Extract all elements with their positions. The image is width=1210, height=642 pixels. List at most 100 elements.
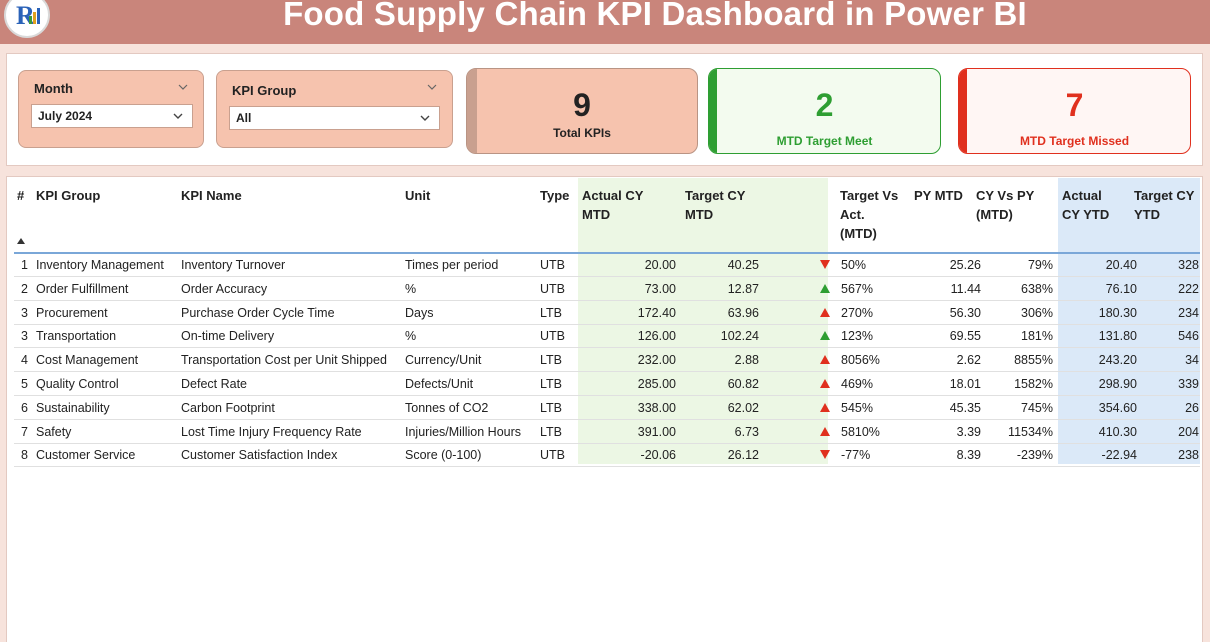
cell-unit: Times per period bbox=[405, 258, 499, 272]
chevron-down-icon[interactable] bbox=[419, 112, 431, 124]
cell-num: 8 bbox=[21, 448, 28, 463]
cell-type: UTB bbox=[540, 281, 565, 296]
col-header-py-mtd[interactable]: PY MTD bbox=[914, 188, 963, 203]
cell-py-mtd: 8.39 bbox=[956, 448, 981, 463]
cell-unit: Tonnes of CO2 bbox=[405, 400, 489, 415]
cell-kpi-group: Order Fulfillment bbox=[36, 281, 129, 296]
cell-actual-cy-mtd: 172.40 bbox=[637, 305, 676, 320]
cell-target-cy-mtd: 60.82 bbox=[727, 377, 759, 391]
status-up-arrow-icon bbox=[820, 307, 830, 317]
mtd-target-meet-value: 2 bbox=[815, 87, 834, 123]
month-slicer[interactable]: Month July 2024 bbox=[18, 70, 204, 148]
cell-kpi-name: Defect Rate bbox=[181, 377, 248, 391]
cell-kpi-name: Lost Time Injury Frequency Rate bbox=[181, 424, 362, 439]
cell-actual-cy-ytd: 410.30 bbox=[1098, 424, 1137, 439]
cell-target-cy-mtd: 40.25 bbox=[727, 258, 759, 272]
mtd-target-meet-caption: MTD Target Meet bbox=[776, 134, 873, 148]
cell-target-vs-act: 5810% bbox=[841, 424, 880, 439]
table-row[interactable]: 4 Cost Management Transportation Cost per … bbox=[14, 348, 1200, 373]
col-header-actual-cy-ytd[interactable]: Actual CY YTD bbox=[1062, 188, 1110, 222]
cell-kpi-group: Quality Control bbox=[36, 377, 119, 391]
cell-py-mtd: 3.39 bbox=[956, 424, 981, 439]
cell-type: LTB bbox=[540, 400, 562, 415]
table-row[interactable]: 5 Quality Control Defect Rate Defects/Unit L… bbox=[14, 372, 1200, 396]
cell-actual-cy-mtd: 73.00 bbox=[644, 281, 676, 296]
cell-actual-cy-ytd: 354.60 bbox=[1098, 400, 1137, 415]
cell-unit: Score (0-100) bbox=[405, 448, 482, 463]
mtd-target-meet-card: 2 MTD Target Meet bbox=[708, 68, 941, 154]
mtd-target-missed-caption: MTD Target Missed bbox=[1019, 134, 1130, 148]
col-header-target-cy-ytd[interactable]: Target CY YTD bbox=[1134, 188, 1195, 222]
cell-actual-cy-ytd: -22.94 bbox=[1101, 448, 1137, 463]
chevron-down-icon[interactable] bbox=[172, 110, 184, 122]
cell-target-vs-act: 50% bbox=[841, 258, 867, 272]
col-header-num[interactable]: # bbox=[17, 188, 25, 203]
col-header-kpi-name[interactable]: KPI Name bbox=[181, 188, 242, 203]
cell-target-cy-mtd: 26.12 bbox=[727, 448, 759, 463]
cell-target-cy-ytd: 234 bbox=[1178, 305, 1199, 320]
cell-actual-cy-ytd: 20.40 bbox=[1105, 258, 1137, 272]
col-header-target-vs-act[interactable]: Target Vs Act. (MTD) bbox=[840, 188, 899, 241]
cell-kpi-group: Transportation bbox=[36, 329, 117, 344]
cell-cy-vs-py: 8855% bbox=[1014, 353, 1053, 368]
status-down-arrow-icon bbox=[820, 260, 830, 269]
cell-type: LTB bbox=[540, 353, 562, 368]
cell-target-cy-mtd: 12.87 bbox=[727, 281, 759, 296]
col-header-actual-cy-mtd[interactable]: Actual CY MTD bbox=[582, 188, 644, 222]
cell-py-mtd: 2.62 bbox=[956, 353, 981, 368]
cell-actual-cy-ytd: 180.30 bbox=[1098, 305, 1137, 320]
cell-py-mtd: 18.01 bbox=[949, 377, 981, 391]
status-up-arrow-icon bbox=[820, 426, 830, 436]
cell-cy-vs-py: 79% bbox=[1027, 258, 1053, 272]
ytd-column-band bbox=[1058, 178, 1200, 464]
cell-target-vs-act: 469% bbox=[841, 377, 873, 391]
col-header-target-cy-mtd[interactable]: Target CY MTD bbox=[685, 188, 746, 222]
chevron-down-icon[interactable] bbox=[426, 81, 438, 93]
cell-target-cy-ytd: 238 bbox=[1178, 448, 1199, 463]
cell-type: UTB bbox=[540, 448, 565, 463]
cell-unit: Days bbox=[405, 305, 434, 320]
month-dropdown[interactable]: July 2024 bbox=[31, 104, 193, 128]
cell-unit: Currency/Unit bbox=[405, 353, 482, 368]
title-bar: R Food Supply Chain KPI Dashboard in Pow… bbox=[0, 0, 1210, 44]
table-row[interactable]: 2 Order Fulfillment Order Accuracy% UTB 73.0… bbox=[14, 277, 1200, 301]
col-header-kpi-group[interactable]: KPI Group bbox=[36, 188, 101, 203]
cell-num: 3 bbox=[21, 329, 28, 344]
cell-target-vs-act: 545% bbox=[841, 400, 873, 415]
sort-ascending-icon[interactable] bbox=[17, 238, 25, 244]
cell-actual-cy-mtd: 285.00 bbox=[637, 377, 676, 391]
table-row[interactable]: 8 Customer Service Customer Satisfaction I… bbox=[14, 443, 1200, 468]
kpi-group-dropdown[interactable]: All bbox=[229, 106, 440, 130]
table-row[interactable]: 6 Sustainability Carbon Footprint Tonnes of… bbox=[14, 396, 1200, 420]
cell-unit: % bbox=[405, 281, 417, 296]
cell-actual-cy-ytd: 76.10 bbox=[1105, 281, 1137, 296]
cell-num: 7 bbox=[21, 424, 28, 439]
col-header-cy-vs-py[interactable]: CY Vs PY (MTD) bbox=[976, 188, 1035, 222]
table-row[interactable]: 3 Transportation On-time Delivery% UTB 126.0… bbox=[14, 324, 1200, 349]
cell-type: UTB bbox=[540, 258, 565, 272]
cell-target-cy-mtd: 2.88 bbox=[734, 353, 759, 368]
cell-cy-vs-py: 1582% bbox=[1014, 377, 1053, 391]
cell-target-vs-act: 270% bbox=[841, 305, 873, 320]
cell-unit: % bbox=[405, 329, 417, 344]
status-up-arrow-icon bbox=[820, 331, 830, 341]
table-row[interactable]: 1 Inventory Management Inventory Turnover T… bbox=[14, 253, 1200, 277]
table-row[interactable]: 7 Safety Lost Time Injury Frequency Rate In… bbox=[14, 420, 1200, 444]
cell-kpi-name: Inventory Turnover bbox=[181, 258, 286, 272]
table-row[interactable]: 3 Procurement Purchase Order Cycle Time Day… bbox=[14, 301, 1200, 325]
cell-unit: Injuries/Million Hours bbox=[405, 424, 522, 439]
col-header-unit[interactable]: Unit bbox=[405, 188, 431, 203]
col-header-type[interactable]: Type bbox=[540, 188, 570, 203]
cell-kpi-name: On-time Delivery bbox=[181, 329, 275, 344]
status-up-arrow-icon bbox=[820, 402, 830, 412]
cell-actual-cy-mtd: 232.00 bbox=[637, 353, 676, 368]
cell-num: 4 bbox=[21, 353, 28, 368]
cell-actual-cy-mtd: -20.06 bbox=[640, 448, 676, 463]
cell-target-cy-mtd: 102.24 bbox=[720, 329, 759, 344]
status-up-arrow-icon bbox=[820, 355, 830, 365]
cell-target-vs-act: 8056% bbox=[841, 353, 880, 368]
cell-cy-vs-py: 638% bbox=[1021, 281, 1053, 296]
kpi-group-slicer[interactable]: KPI Group All bbox=[216, 70, 453, 148]
cell-kpi-group: Cost Management bbox=[36, 353, 139, 368]
chevron-down-icon[interactable] bbox=[177, 81, 189, 93]
